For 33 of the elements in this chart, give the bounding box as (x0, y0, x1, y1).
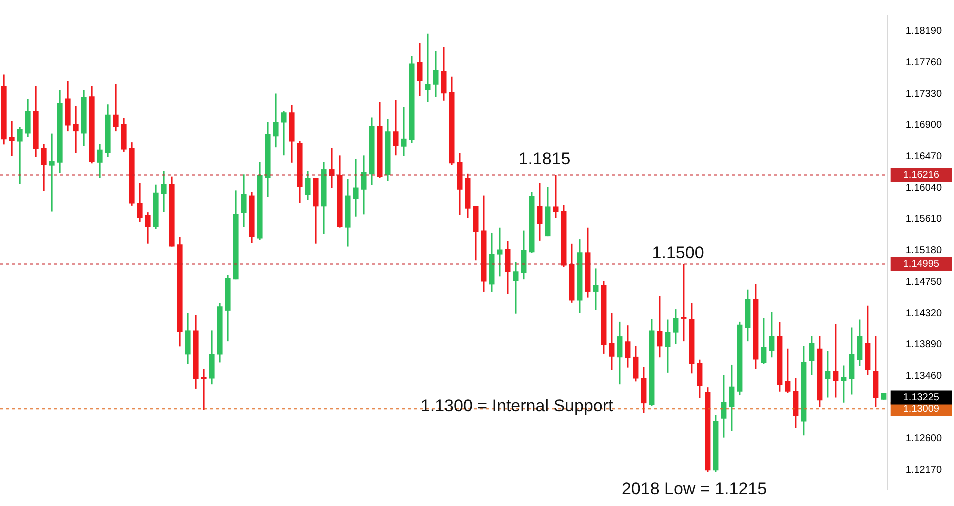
y-tick-label: 1.15610 (906, 214, 942, 226)
candlestick (353, 159, 359, 217)
y-tick-label: 1.15180 (906, 246, 942, 257)
y-tick-label: 1.14320 (906, 308, 942, 320)
candlestick (425, 34, 431, 102)
y-tick-label: 1.13460 (906, 370, 942, 382)
annotation: 2018 Low = 1.1215 (622, 479, 768, 498)
candlestick (201, 369, 207, 410)
candlestick (49, 134, 55, 212)
ref-line-label: 1.14995 (903, 259, 940, 270)
candlestick (281, 111, 287, 156)
annotation: 1.1815 (518, 150, 571, 169)
y-tick-label: 1.12600 (906, 434, 942, 445)
y-tick-label: 1.17330 (906, 88, 942, 100)
y-tick-label: 1.14750 (906, 276, 942, 288)
y-tick-label: 1.13890 (906, 340, 942, 351)
candlestick (329, 148, 335, 188)
ref-line-label: 1.13009 (903, 404, 940, 415)
y-tick-label: 1.16040 (906, 182, 942, 194)
candlestick (17, 127, 23, 184)
candlestick (73, 106, 79, 154)
annotation: 1.1300 = Internal Support (420, 396, 614, 416)
candlestick (9, 121, 15, 156)
y-tick-label: 1.16900 (906, 120, 942, 132)
y-tick-label: 1.16470 (906, 151, 942, 162)
candlestick (401, 108, 407, 156)
annotation: 1.1500 (652, 244, 704, 263)
y-tick-label: 1.12170 (906, 465, 942, 476)
text: 1.13225 (903, 392, 940, 404)
candlestick (113, 84, 119, 132)
ref-line-label: 1.16216 (903, 170, 940, 182)
y-tick-label: 1.18190 (906, 26, 942, 38)
y-tick-label: 1.17760 (906, 57, 942, 68)
